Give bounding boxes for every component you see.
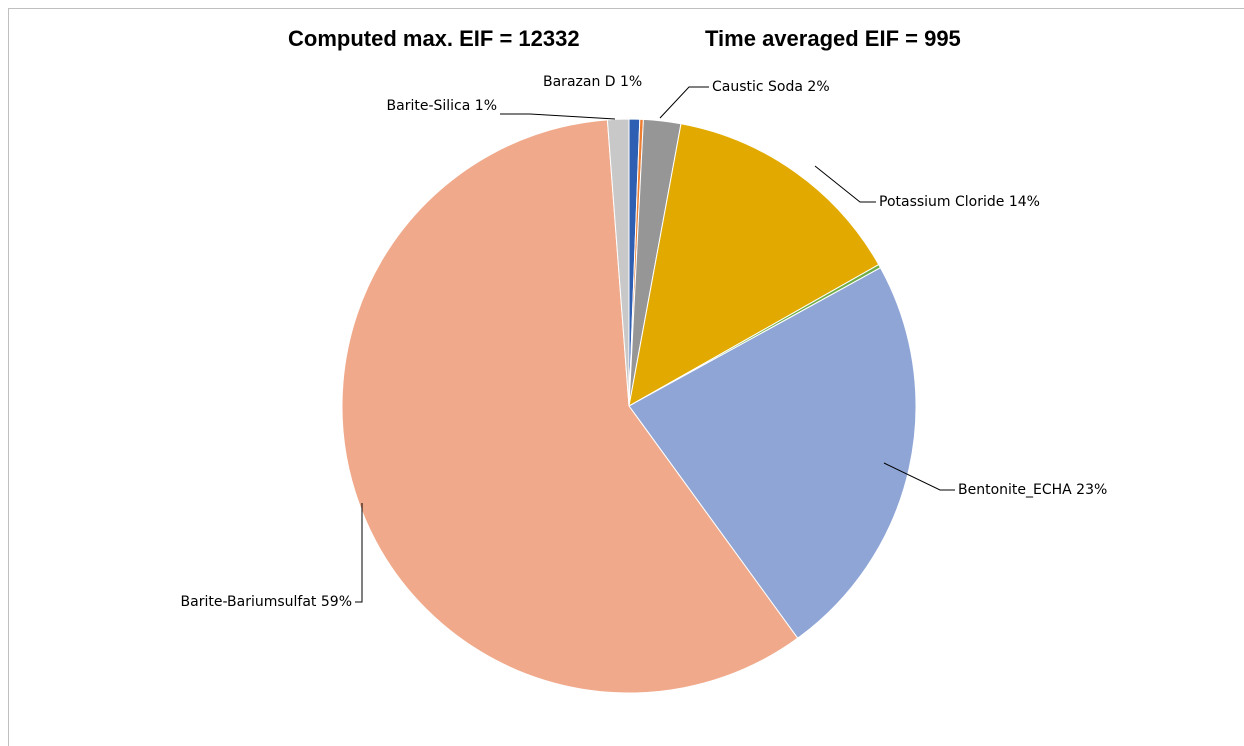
slice-label: Potassium Cloride 14%: [879, 194, 1040, 210]
leader-line: [814, 165, 876, 203]
pie-slice-bentonite-echa: [628, 267, 917, 639]
pie-slice-barite-bariumsulfat: [341, 119, 799, 694]
leader-line: [883, 462, 955, 491]
pie-slices: [341, 118, 917, 694]
slice-label: Caustic Soda 2%: [712, 79, 830, 95]
slice-label: Barazan D 1%: [543, 74, 642, 90]
leader-line: [500, 113, 616, 120]
slice-label: Barite-Bariumsulfat 59%: [181, 594, 352, 610]
leader-line: [355, 503, 363, 603]
leader-lines: [355, 86, 955, 603]
slice-label: Barite-Silica 1%: [387, 98, 497, 114]
leader-line: [659, 86, 709, 119]
pie-slice-barite-silica: [606, 118, 630, 407]
slice-labels: Barazan D 1% Caustic Soda 2% Potassium Clo…: [181, 74, 1108, 610]
max-eif-title: Computed max. EIF = 12332: [288, 26, 580, 51]
pie-slice-potassium-cloride: [628, 123, 880, 407]
avg-eif-title: Time averaged EIF = 995: [705, 26, 961, 51]
slice-label: Bentonite_ECHA 23%: [958, 482, 1107, 498]
